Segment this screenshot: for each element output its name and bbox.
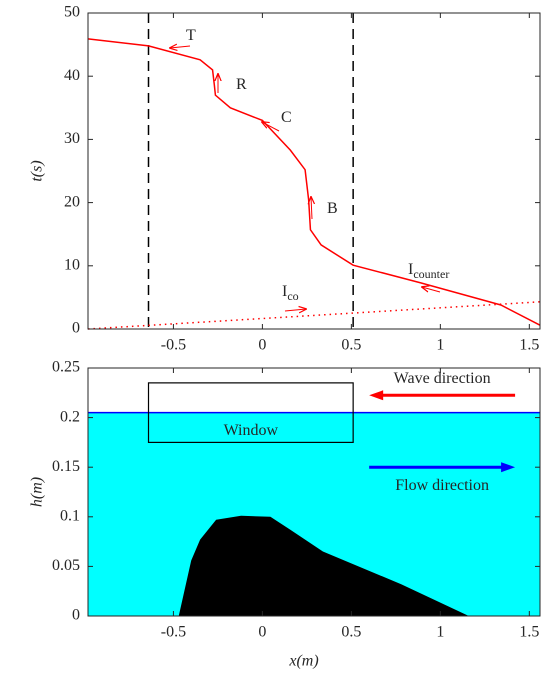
x-tick-label: 1.5 — [519, 624, 539, 641]
annotation-arrow — [422, 287, 441, 292]
window-label: Window — [224, 422, 279, 439]
y-tick-label: 0.05 — [52, 557, 80, 574]
y-tick-label: 0 — [72, 320, 80, 337]
annotation-arrow — [311, 197, 312, 220]
annotation-sub: co — [287, 289, 298, 303]
x-tick-label: -0.5 — [161, 624, 186, 641]
annotation-arrow — [262, 122, 280, 132]
annotation: T — [186, 27, 196, 44]
y-axis-label: t(s) — [29, 160, 46, 181]
x-tick-label: 1 — [436, 624, 444, 641]
annotation: R — [236, 76, 247, 93]
x-tick-label: 1.5 — [519, 337, 539, 354]
annotation: Ico — [282, 283, 299, 303]
y-tick-label: 0.2 — [60, 408, 80, 425]
y-tick-label: 30 — [64, 130, 80, 147]
y-tick-label: 50 — [64, 4, 80, 21]
y-tick-label: 10 — [64, 256, 80, 273]
x-axis-label: x(m) — [288, 653, 318, 670]
ray-path — [87, 301, 541, 330]
window-box — [147, 382, 354, 444]
annotation: C — [281, 109, 292, 126]
axes-box — [87, 12, 541, 330]
annotation-arrow — [284, 309, 306, 311]
y-tick-label: 0.25 — [52, 359, 80, 376]
annotation-sub: counter — [413, 267, 449, 281]
arrow-head — [501, 462, 516, 473]
annotation: Icounter — [408, 261, 449, 281]
direction-label: Flow direction — [395, 477, 489, 494]
annotation-text: C — [281, 109, 292, 126]
y-tick-label: 0.15 — [52, 458, 80, 475]
x-tick-label: 1 — [436, 337, 444, 354]
x-tick-label: 0.5 — [341, 624, 361, 641]
annotation-text: I — [282, 283, 287, 300]
direction-label: Wave direction — [394, 370, 491, 387]
annotation-text: R — [236, 76, 247, 93]
bed — [178, 515, 469, 616]
x-tick-label: -0.5 — [161, 337, 186, 354]
arrow-head — [369, 390, 384, 401]
annotation-text: T — [186, 27, 196, 44]
x-tick-label: 0.5 — [341, 337, 361, 354]
annotation-text: B — [327, 200, 338, 217]
y-tick-label: 0 — [72, 607, 80, 624]
x-tick-label: 0 — [258, 337, 266, 354]
annotation: B — [327, 200, 338, 217]
y-axis-label: h(m) — [29, 477, 46, 507]
y-tick-label: 20 — [64, 193, 80, 210]
y-tick-label: 0.1 — [60, 507, 80, 524]
annotation-arrow — [170, 46, 191, 48]
y-tick-label: 40 — [64, 67, 80, 84]
x-tick-label: 0 — [258, 624, 266, 641]
annotation-text: I — [408, 261, 413, 278]
ray-path — [87, 38, 541, 326]
axes-box — [87, 367, 541, 617]
